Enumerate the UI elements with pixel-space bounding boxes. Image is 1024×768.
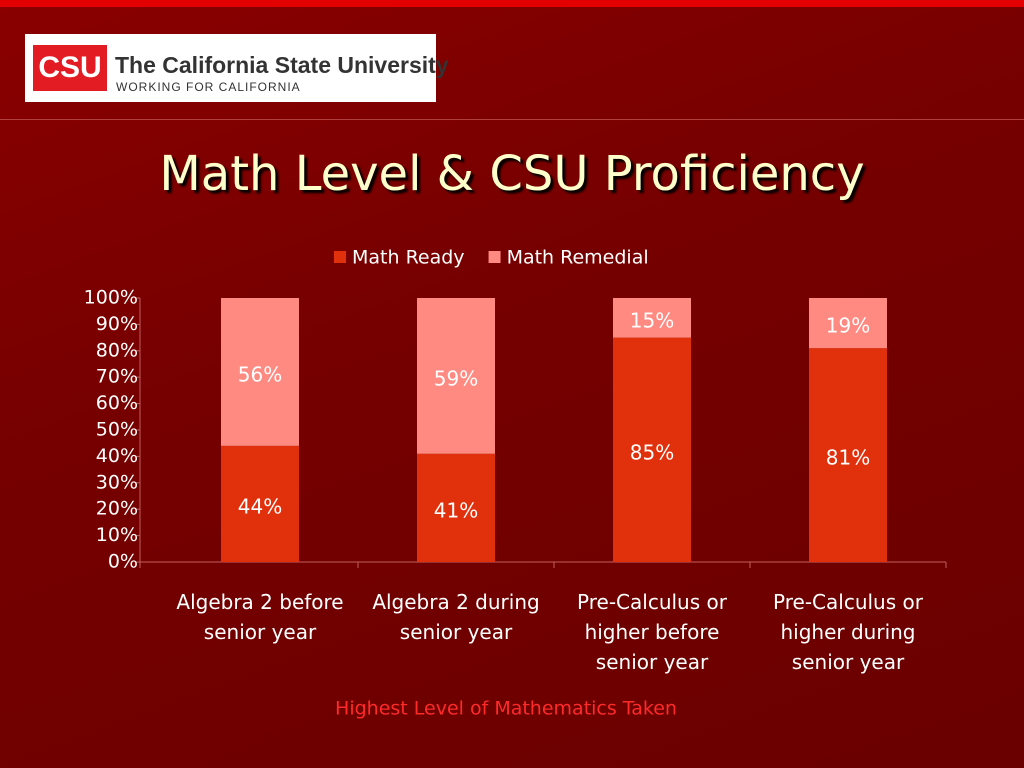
logo-name: The California State University (115, 52, 449, 78)
y-tick-label: 100% (84, 287, 138, 309)
x-tick-label: Pre-Calculus or higher during senior yea… (773, 590, 923, 674)
value-label: 81% (826, 446, 870, 470)
logo-tagline: WORKING FOR CALIFORNIA (116, 80, 301, 94)
y-tick-label: 0% (108, 551, 138, 573)
x-tick-label: Algebra 2 before senior year (176, 590, 344, 644)
bar-segment (221, 445, 299, 562)
y-tick-label: 10% (96, 524, 138, 546)
legend-swatch (488, 251, 501, 263)
value-label: 59% (434, 366, 478, 390)
bar-segment (417, 298, 495, 454)
bar-segment (613, 298, 691, 338)
logo: CSU The California State University WORK… (25, 34, 449, 102)
y-tick-label: 30% (96, 471, 138, 493)
bar-segment (809, 348, 887, 562)
y-tick-label: 70% (96, 366, 138, 388)
value-label: 56% (238, 362, 282, 386)
bar-segment (613, 337, 691, 562)
y-tick-label: 20% (96, 498, 138, 520)
x-tick-label: Pre-Calculus or higher before senior yea… (577, 590, 727, 674)
slide-title: Math Level & CSU Proficiency (159, 146, 865, 202)
value-label: 41% (434, 498, 478, 522)
value-label: 44% (238, 494, 282, 518)
legend-label: Math Ready (352, 247, 465, 269)
value-label: 85% (630, 440, 674, 464)
y-tick-label: 50% (96, 419, 138, 441)
legend-swatch (334, 251, 346, 263)
bar-segment (221, 298, 299, 446)
y-tick-label: 60% (96, 392, 138, 414)
x-axis-title: Highest Level of Mathematics Taken (335, 698, 677, 720)
y-tick-label: 80% (96, 339, 138, 361)
bar-segment (809, 298, 887, 349)
value-label: 15% (630, 308, 674, 332)
value-label: 19% (826, 314, 870, 338)
divider (0, 119, 1024, 120)
legend-label: Math Remedial (507, 247, 649, 269)
y-tick-label: 40% (96, 445, 138, 467)
logo-mark: CSU (33, 45, 107, 91)
x-tick-label: Algebra 2 during senior year (372, 590, 540, 644)
y-tick-label: 90% (96, 313, 138, 335)
bar-segment (417, 453, 495, 562)
top-bar (0, 0, 1024, 7)
